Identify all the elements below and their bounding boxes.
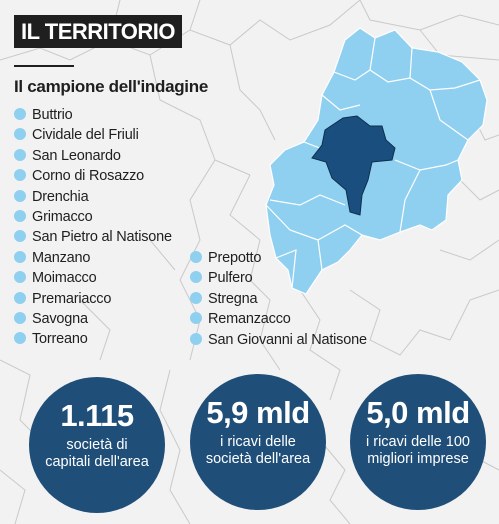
bullet-dot-icon	[14, 311, 26, 324]
stat-value: 5,0 mld	[366, 395, 470, 430]
study-area-inner-borders	[265, 37, 481, 289]
bullet-dot-icon	[14, 128, 26, 141]
list-item: Prepotto	[190, 248, 367, 268]
list-item: Savogna	[14, 309, 172, 329]
bullet-dot-icon	[190, 332, 202, 345]
list-item: Corno di Rosazzo	[14, 166, 172, 186]
list-item: Moimacco	[14, 268, 172, 288]
list-item: Torreano	[14, 329, 172, 349]
list-item: Manzano	[14, 248, 172, 268]
bullet-dot-icon	[14, 250, 26, 263]
stat-label: i ricavi delle società dell'area	[205, 434, 311, 467]
bullet-dot-icon	[190, 271, 202, 284]
list-item: Grimacco	[14, 207, 172, 227]
list-item: San Pietro al Natisone	[14, 227, 172, 247]
bullet-dot-icon	[190, 291, 202, 304]
highlighted-municipality	[311, 115, 396, 216]
list-item: San Giovanni al Natisone	[190, 330, 367, 350]
stat-value: 1.115	[60, 398, 134, 433]
bullet-dot-icon	[14, 108, 26, 120]
bullet-dot-icon	[14, 291, 26, 304]
bullet-dot-icon	[190, 312, 202, 325]
list-item: Remanzacco	[190, 309, 367, 329]
title-divider	[14, 65, 74, 67]
stat-value: 5,9 mld	[206, 395, 310, 430]
stat-label: i ricavi delle 100 migliori imprese	[366, 434, 470, 467]
page-title: IL TERRITORIO	[14, 15, 183, 48]
bullet-dot-icon	[14, 169, 26, 182]
stat-circle-revenue: 5,9 mld i ricavi delle società dell'area	[190, 374, 326, 510]
bullet-dot-icon	[190, 251, 202, 263]
list-item: San Leonardo	[14, 146, 172, 166]
section-subtitle: Il campione dell'indagine	[14, 77, 208, 96]
list-item: Stregna	[190, 289, 367, 309]
municipality-list-left: Buttrio Cividale del Friuli San Leonardo…	[14, 105, 172, 350]
bullet-dot-icon	[14, 209, 26, 222]
list-item: Drenchia	[14, 187, 172, 207]
stat-label: società di capitali dell'area	[45, 437, 149, 470]
bullet-dot-icon	[14, 230, 26, 243]
list-item: Premariacco	[14, 289, 172, 309]
bullet-dot-icon	[14, 148, 26, 161]
stat-circle-companies: 1.115 società di capitali dell'area	[29, 377, 165, 513]
municipality-list-right: Prepotto Pulfero Stregna Remanzacco San …	[190, 248, 367, 350]
stat-circle-top100: 5,0 mld i ricavi delle 100 migliori impr…	[350, 374, 486, 510]
bullet-dot-icon	[14, 332, 26, 345]
list-item: Cividale del Friuli	[14, 125, 172, 145]
bullet-dot-icon	[14, 189, 26, 202]
bullet-dot-icon	[14, 271, 26, 284]
list-item: Pulfero	[190, 268, 367, 288]
list-item: Buttrio	[14, 105, 172, 125]
